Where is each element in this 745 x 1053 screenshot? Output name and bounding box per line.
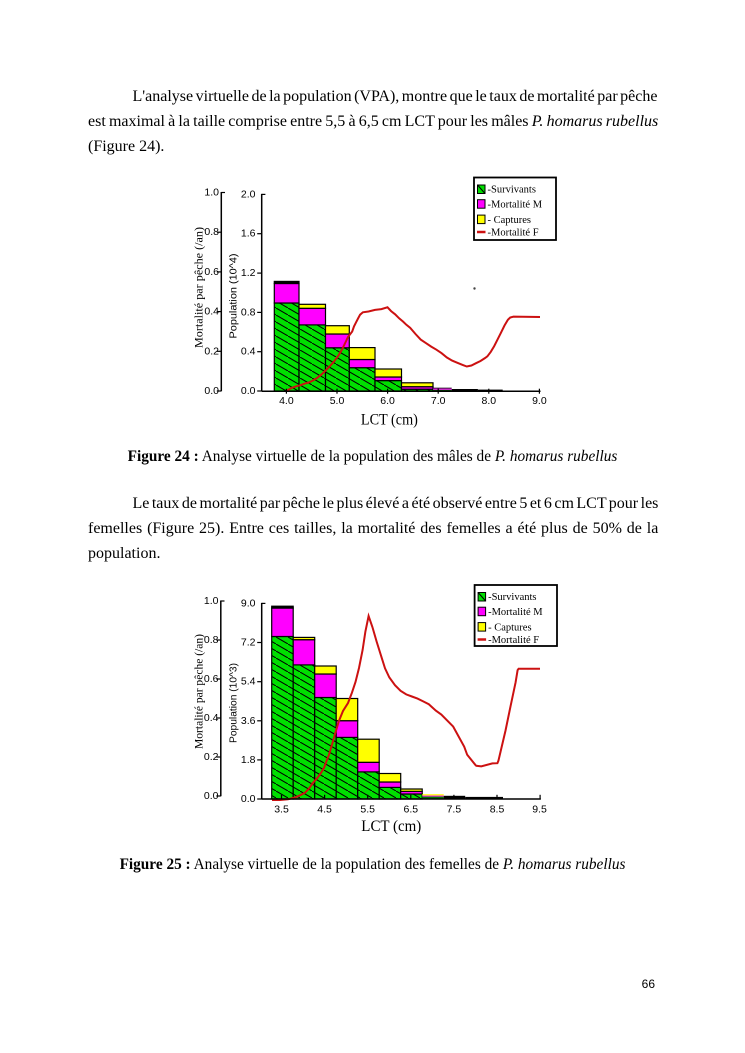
svg-text:- Captures: - Captures xyxy=(488,215,531,226)
svg-text:5.0: 5.0 xyxy=(330,395,345,407)
svg-text:0.6: 0.6 xyxy=(204,266,219,278)
svg-text:-Survivants: -Survivants xyxy=(488,592,536,603)
svg-text:1.8: 1.8 xyxy=(241,754,256,766)
svg-text:7.0: 7.0 xyxy=(431,395,446,407)
svg-text:8.5: 8.5 xyxy=(490,803,505,815)
svg-text:-Survivants: -Survivants xyxy=(488,185,536,196)
svg-text:0.4: 0.4 xyxy=(204,306,219,318)
svg-text:-Mortalité F: -Mortalité F xyxy=(488,635,539,646)
svg-text:1.6: 1.6 xyxy=(241,228,256,240)
svg-text:1.2: 1.2 xyxy=(241,267,256,279)
svg-text:-Mortalité M: -Mortalité M xyxy=(488,200,543,211)
svg-text:9.0: 9.0 xyxy=(241,597,256,609)
svg-text:0.8: 0.8 xyxy=(241,306,256,318)
svg-text:5.5: 5.5 xyxy=(360,803,375,815)
svg-text:-Mortalité F: -Mortalité F xyxy=(488,228,539,239)
svg-text:0.0: 0.0 xyxy=(204,790,219,802)
svg-text:1.0: 1.0 xyxy=(204,595,219,607)
svg-text:0.2: 0.2 xyxy=(204,751,219,763)
svg-text:3.6: 3.6 xyxy=(241,715,256,727)
svg-text:- Captures: - Captures xyxy=(488,622,531,633)
svg-text:6.5: 6.5 xyxy=(403,803,418,815)
svg-text:0.0: 0.0 xyxy=(241,385,256,397)
svg-text:LCT (cm): LCT (cm) xyxy=(361,412,418,429)
svg-text:4.0: 4.0 xyxy=(279,395,294,407)
svg-text:Population (10^3): Population (10^3) xyxy=(228,663,240,743)
svg-text:8.0: 8.0 xyxy=(481,395,496,407)
svg-text:3.5: 3.5 xyxy=(274,803,289,815)
svg-text:0.2: 0.2 xyxy=(204,345,219,357)
svg-text:7.2: 7.2 xyxy=(241,637,256,649)
svg-text:4.5: 4.5 xyxy=(317,803,332,815)
svg-text:0.8: 0.8 xyxy=(204,226,219,238)
svg-text:2.0: 2.0 xyxy=(241,188,256,200)
svg-text:0.4: 0.4 xyxy=(204,712,219,724)
svg-text:0.0: 0.0 xyxy=(241,793,256,805)
svg-text:7.5: 7.5 xyxy=(447,803,462,815)
svg-text:6.0: 6.0 xyxy=(380,395,395,407)
svg-text:Mortalité par pêche (/an): Mortalité par pêche (/an) xyxy=(192,634,206,749)
svg-text:Mortalité par pêche (/an): Mortalité par pêche (/an) xyxy=(192,227,206,348)
svg-text:LCT (cm): LCT (cm) xyxy=(361,818,421,835)
svg-text:1.0: 1.0 xyxy=(204,187,219,199)
svg-text:0.4: 0.4 xyxy=(241,346,256,358)
svg-text:0.8: 0.8 xyxy=(204,634,219,646)
svg-text:-Mortalité M: -Mortalité M xyxy=(488,607,543,618)
svg-text:0.6: 0.6 xyxy=(204,673,219,685)
svg-text:5.4: 5.4 xyxy=(241,676,256,688)
svg-text:9.5: 9.5 xyxy=(532,803,547,815)
svg-text:0.0: 0.0 xyxy=(204,385,219,397)
svg-text:9.0: 9.0 xyxy=(532,395,547,407)
svg-text:Population (10^4): Population (10^4) xyxy=(228,254,240,339)
